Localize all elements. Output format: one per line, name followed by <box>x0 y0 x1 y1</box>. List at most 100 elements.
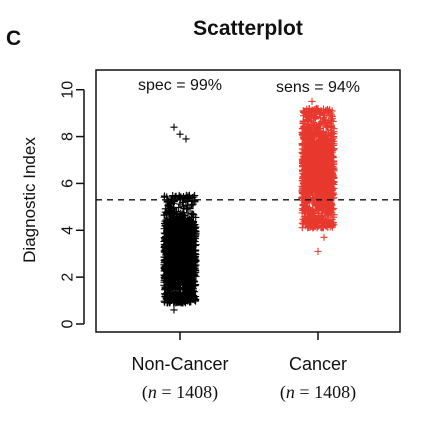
data-point-cancer <box>315 120 323 129</box>
data-point-cancer <box>330 130 338 138</box>
data-point-cancer <box>324 194 332 202</box>
data-point-non-cancer <box>174 210 182 219</box>
data-point-cancer <box>322 138 330 146</box>
data-point-non-cancer <box>184 246 192 255</box>
data-point-non-cancer <box>192 229 200 237</box>
data-point-cancer-outlier <box>320 233 328 241</box>
data-point-non-cancer <box>190 271 198 279</box>
data-point-non-cancer <box>187 250 195 259</box>
data-point-cancer <box>304 213 312 221</box>
data-point-non-cancer <box>163 209 171 217</box>
data-point-cancer <box>302 165 310 174</box>
data-point-cancer <box>324 204 332 212</box>
data-point-non-cancer <box>181 230 189 239</box>
y-tick-label: 4 <box>60 226 77 235</box>
data-point-cancer <box>310 208 318 216</box>
data-point-cancer <box>329 160 338 168</box>
data-point-cancer-outlier <box>314 247 322 255</box>
data-point-non-cancer <box>191 220 199 229</box>
data-point-non-cancer <box>190 258 198 266</box>
data-point-cancer <box>314 168 322 176</box>
data-point-non-cancer <box>176 242 185 250</box>
data-point-cancer <box>306 178 314 186</box>
data-point-cancer <box>317 108 325 116</box>
data-point-cancer <box>304 115 312 124</box>
n-open-paren: ( <box>280 382 286 403</box>
data-point-cancer <box>306 144 314 152</box>
data-point-cancer <box>329 173 337 181</box>
data-point-cancer <box>319 223 328 231</box>
data-point-cancer <box>318 182 326 190</box>
data-point-non-cancer <box>179 192 188 201</box>
data-point-non-cancer-outlier <box>170 306 178 314</box>
data-point-cancer <box>314 147 322 155</box>
n-open-paren: ( <box>142 382 148 403</box>
data-point-cancer-outlier <box>308 97 316 106</box>
data-point-cancer <box>312 180 320 188</box>
data-point-cancer <box>326 213 334 221</box>
data-point-cancer <box>298 189 307 197</box>
data-point-non-cancer <box>189 285 197 293</box>
y-tick-label: 10 <box>60 81 77 99</box>
data-point-cancer <box>314 105 322 113</box>
data-point-non-cancer <box>180 292 189 301</box>
data-point-non-cancer <box>172 286 180 294</box>
data-point-cancer <box>306 223 314 231</box>
data-point-cancer <box>323 139 331 148</box>
data-point-cancer <box>300 181 309 189</box>
data-point-non-cancer <box>161 256 169 264</box>
data-point-non-cancer <box>166 270 174 278</box>
data-point-cancer <box>323 118 332 127</box>
n-equals: = 1408) <box>157 382 218 403</box>
y-tick-label: 8 <box>60 132 77 141</box>
data-point-cancer <box>321 133 330 141</box>
data-point-non-cancer <box>184 271 192 279</box>
data-point-non-cancer <box>191 295 199 303</box>
data-point-non-cancer <box>175 249 183 257</box>
data-point-cancer <box>302 206 310 214</box>
data-point-non-cancer <box>183 256 191 264</box>
data-point-cancer <box>319 144 327 152</box>
data-point-non-cancer <box>169 232 177 241</box>
data-point-cancer <box>321 173 329 181</box>
data-point-non-cancer <box>185 272 193 281</box>
data-point-cancer <box>323 106 331 115</box>
data-point-cancer <box>318 189 326 197</box>
data-point-cancer <box>328 115 336 123</box>
data-point-cancer <box>314 200 322 208</box>
chart-title: Scatterplot <box>193 17 303 40</box>
data-point-non-cancer <box>180 260 188 269</box>
data-point-cancer <box>325 218 333 226</box>
data-point-cancer <box>302 154 311 162</box>
data-point-cancer <box>308 218 317 226</box>
data-point-cancer <box>300 217 308 225</box>
data-point-non-cancer <box>160 240 169 249</box>
data-point-cancer <box>319 158 328 166</box>
data-point-cancer <box>319 203 327 211</box>
data-point-cancer <box>300 135 308 143</box>
n-variable: n <box>286 382 295 402</box>
data-point-non-cancer <box>171 249 179 258</box>
data-point-cancer <box>314 126 322 134</box>
data-point-cancer <box>319 128 327 137</box>
y-tick-label: 6 <box>60 179 77 188</box>
data-point-cancer <box>307 187 315 195</box>
data-point-non-cancer <box>180 285 189 293</box>
data-point-cancer <box>330 137 338 145</box>
data-point-cancer <box>308 206 317 214</box>
data-point-cancer <box>323 169 332 177</box>
data-point-non-cancer <box>169 265 177 274</box>
data-point-non-cancer <box>166 299 174 307</box>
y-axis: 0 2 4 6 8 10 <box>60 81 85 328</box>
data-point-non-cancer <box>185 295 193 303</box>
data-point-cancer <box>325 185 333 193</box>
data-point-cancer <box>298 145 307 153</box>
data-point-cancer <box>309 131 317 140</box>
y-tick-label: 2 <box>60 273 77 282</box>
data-point-cancer <box>315 122 323 130</box>
data-point-non-cancer <box>178 298 186 306</box>
data-point-non-cancer <box>167 279 176 287</box>
data-point-cancer <box>299 123 308 131</box>
data-point-cancer <box>325 205 333 213</box>
